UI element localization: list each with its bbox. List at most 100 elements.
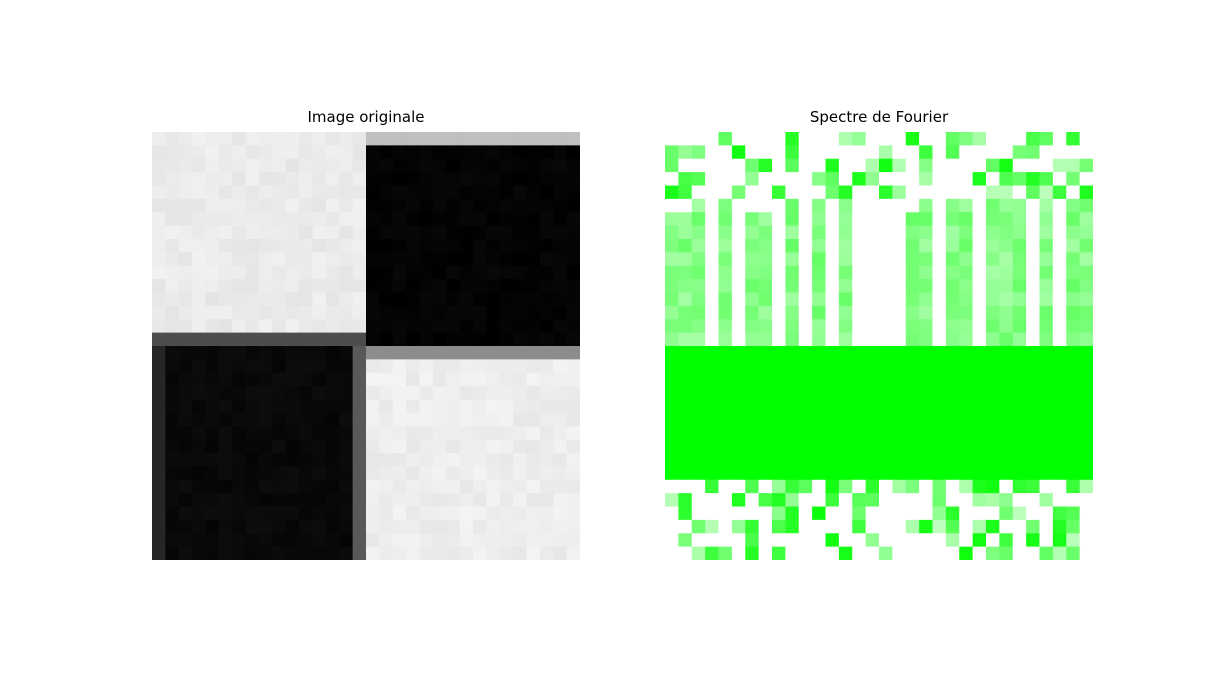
heatmap-cell: [1026, 279, 1040, 293]
heatmap-cell: [312, 533, 327, 548]
heatmap-cell: [446, 158, 461, 173]
heatmap-cell: [705, 305, 719, 320]
heatmap-cell: [812, 412, 826, 427]
heatmap-cell: [299, 225, 313, 240]
heatmap-cell: [379, 519, 394, 534]
heatmap-cell: [919, 132, 933, 146]
heatmap-cell: [785, 466, 800, 481]
heatmap-cell: [499, 252, 514, 267]
heatmap-cell: [299, 533, 313, 548]
heatmap-cell: [838, 453, 853, 467]
heatmap-cell: [1012, 466, 1027, 481]
heatmap-cell: [825, 252, 840, 267]
heatmap-cell: [959, 453, 974, 467]
heatmap-cell: [553, 158, 568, 173]
heatmap-cell: [879, 546, 893, 560]
heatmap-cell: [865, 252, 880, 267]
heatmap-cell: [879, 466, 893, 481]
heatmap-cell: [272, 252, 287, 267]
heatmap-cell: [285, 426, 300, 441]
heatmap-cell: [459, 279, 474, 293]
heatmap-cell: [865, 185, 880, 200]
heatmap-cell: [366, 479, 380, 494]
heatmap-cell: [339, 145, 354, 160]
heatmap-cell: [566, 426, 580, 441]
heatmap-cell: [432, 519, 447, 534]
heatmap-cell: [566, 145, 580, 160]
heatmap-cell: [705, 399, 719, 414]
heatmap-cell: [798, 225, 813, 240]
heatmap-cell: [705, 439, 719, 454]
heatmap-cell: [339, 279, 354, 293]
heatmap-cell: [772, 292, 786, 307]
heatmap-cell: [366, 145, 380, 160]
heatmap-cell: [513, 386, 527, 400]
heatmap-cell: [932, 252, 947, 267]
heatmap-cell: [285, 252, 300, 267]
heatmap-cell: [1052, 332, 1067, 347]
heatmap-cell: [312, 479, 327, 494]
heatmap-cell: [745, 426, 760, 441]
heatmap-cell: [526, 252, 541, 267]
heatmap-cell: [232, 172, 247, 186]
heatmap-cell: [892, 132, 907, 146]
heatmap-cell: [798, 185, 813, 200]
heatmap-cell: [406, 412, 420, 427]
heatmap-cell: [152, 466, 166, 481]
heatmap-cell: [299, 279, 313, 293]
heatmap-cell: [838, 292, 853, 307]
heatmap-cell: [419, 359, 434, 374]
heatmap-cell: [825, 506, 840, 521]
heatmap-cell: [299, 252, 313, 267]
heatmap-cell: [218, 292, 233, 307]
heatmap-cell: [825, 198, 840, 213]
heatmap-cell: [892, 533, 907, 548]
heatmap-cell: [718, 265, 733, 280]
heatmap-cell: [272, 359, 287, 374]
heatmap-cell: [1012, 506, 1027, 521]
heatmap-cell: [892, 493, 907, 507]
heatmap-cell: [731, 185, 746, 200]
heatmap-cell: [825, 185, 840, 200]
heatmap-cell: [566, 265, 580, 280]
heatmap-cell: [152, 252, 166, 267]
heatmap-cell: [905, 493, 920, 507]
heatmap-cell: [352, 292, 367, 307]
heatmap-cell: [165, 533, 180, 548]
heatmap-cell: [366, 412, 380, 427]
heatmap-cell: [513, 479, 527, 494]
heatmap-cell: [1052, 426, 1067, 441]
heatmap-cell: [972, 132, 987, 146]
heatmap-cell: [758, 239, 773, 253]
heatmap-cell: [905, 412, 920, 427]
heatmap-cell: [259, 426, 273, 441]
heatmap-cell: [879, 292, 893, 307]
heatmap-cell: [312, 198, 327, 213]
heatmap-cell: [825, 399, 840, 414]
heatmap-cell: [406, 225, 420, 240]
heatmap-cell: [986, 533, 1000, 548]
heatmap-cell: [339, 372, 354, 387]
heatmap-cell: [879, 158, 893, 173]
heatmap-cell: [1066, 145, 1081, 160]
heatmap-cell: [432, 305, 447, 320]
heatmap-cell: [986, 292, 1000, 307]
heatmap-cell: [178, 372, 193, 387]
heatmap-cell: [772, 519, 786, 534]
heatmap-cell: [232, 225, 247, 240]
heatmap-cell: [678, 252, 693, 267]
heatmap-cell: [945, 319, 960, 334]
heatmap-cell: [392, 466, 407, 481]
heatmap-cell: [972, 372, 987, 387]
heatmap-cell: [986, 239, 1000, 253]
heatmap-cell: [299, 145, 313, 160]
heatmap-cell: [865, 386, 880, 400]
heatmap-cell: [419, 533, 434, 548]
heatmap-cell: [999, 145, 1014, 160]
heatmap-cell: [865, 466, 880, 481]
heatmap-cell: [486, 426, 501, 441]
heatmap-cell: [325, 252, 340, 267]
heatmap-cell: [285, 305, 300, 320]
heatmap-cell: [325, 412, 340, 427]
heatmap-cell: [272, 239, 287, 253]
